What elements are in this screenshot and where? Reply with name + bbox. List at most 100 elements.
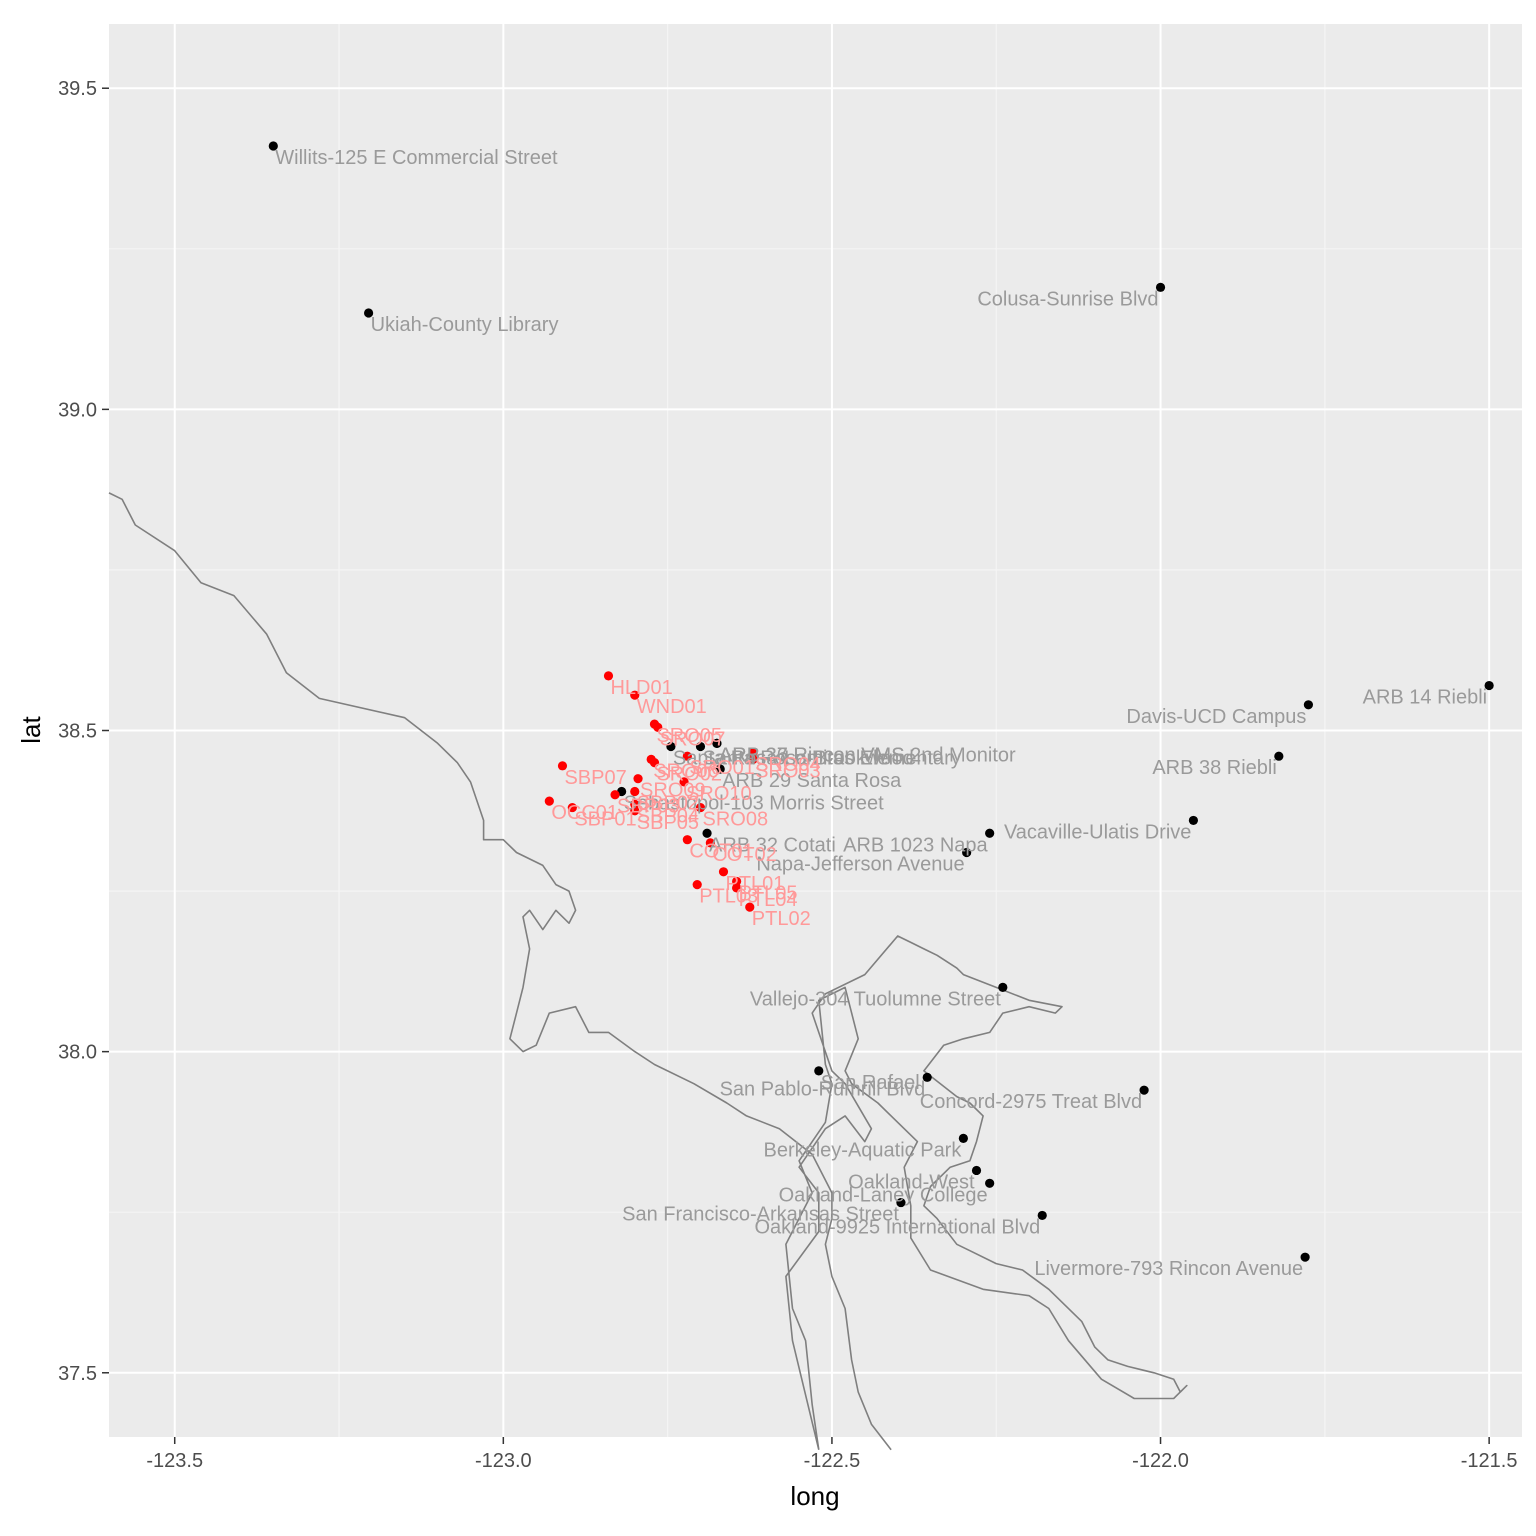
y-axis-ticks: 37.5 38.0 38.5 39.0 39.5	[58, 78, 109, 1385]
sensor-label: SRO04	[755, 754, 821, 776]
monitor-label: Oakland-9925 International Blvd	[754, 1216, 1040, 1238]
bay-shoreline	[785, 935, 1188, 1450]
monitor-label: ARB 1023 Napa	[843, 834, 988, 856]
sensor-label: SRO06	[653, 760, 719, 782]
sensor-point	[567, 802, 577, 813]
sensor-label: PTL01	[725, 873, 784, 895]
monitor-label: ARB 37 Rincon VMS 2nd Monitor	[719, 744, 1016, 766]
sensor-label: SRO02	[656, 764, 722, 786]
monitor-point	[922, 1072, 932, 1082]
monitor-label: San Pablo-Rumrill Blvd	[720, 1078, 926, 1100]
monitor-label: Colusa-Sunrise Blvd	[977, 288, 1158, 310]
monitor-label: Oakland-West	[848, 1171, 975, 1193]
sensor-point	[630, 786, 640, 797]
sensor-label: SRO08	[702, 809, 768, 831]
monitor-point	[1484, 680, 1494, 691]
x-tick-label: -122.5	[804, 1450, 861, 1472]
monitor-point	[1303, 700, 1314, 710]
sensor-label: SBP07	[564, 767, 626, 789]
monitor-label: Sebastopol-103 Morris Street	[624, 793, 885, 815]
sensor-point	[745, 902, 755, 912]
sensor-point	[633, 774, 643, 784]
sensor-label: HLD01	[610, 677, 672, 699]
monitor-point	[715, 764, 725, 774]
monitor-label: Berkeley-Aquatic Park	[763, 1139, 962, 1161]
sensor-point	[679, 777, 689, 787]
monitor-point	[1155, 282, 1166, 292]
sensor-label: SBP02	[637, 793, 699, 815]
monitor-point	[971, 1165, 982, 1176]
monitor-label: Napa-Jefferson Avenue	[756, 854, 964, 876]
x-tick-label: -123.5	[146, 1450, 203, 1472]
sensor-point	[732, 883, 742, 893]
monitor-point	[1037, 1210, 1047, 1221]
y-tick-label: 38.0	[58, 1042, 97, 1064]
monitor-label: San Francisco-Arkansas Street	[622, 1204, 899, 1226]
monitor-point	[962, 847, 972, 858]
monitor-label: ARB 14 Riebli	[1363, 687, 1488, 709]
monitor-point	[695, 741, 706, 752]
monitor-point	[814, 1066, 824, 1076]
sensor-label: SBP01	[574, 809, 636, 831]
sensor-point	[603, 671, 614, 681]
sensor-label: SRO10	[686, 783, 752, 805]
monitor-point	[1188, 815, 1198, 826]
sensor-point	[692, 880, 702, 890]
monitor-label: Vacaville-Ulatis Drive	[1004, 821, 1191, 843]
sensor-label: COT02	[712, 844, 776, 866]
monitor-label: Santa Rosa-Brookwood	[702, 748, 913, 770]
monitor-label: ARB 36 Rincon VMS	[719, 744, 905, 766]
sensor-point	[682, 835, 692, 845]
sensor-point	[705, 838, 715, 848]
monitor-label: Concord-2975 Treat Blvd	[920, 1091, 1142, 1113]
y-tick-label: 39.5	[58, 78, 97, 100]
monitor-label: Davis-UCD Campus	[1126, 706, 1306, 728]
monitor-point	[998, 982, 1008, 993]
sensor-label: SRO05	[656, 725, 722, 747]
sensor-label: SRO07	[660, 728, 726, 750]
sensor-point	[630, 806, 640, 816]
monitor-point	[1274, 751, 1284, 761]
sensor-label: OCC01	[551, 802, 618, 824]
sensor-label: SRO03	[755, 760, 821, 782]
monitor-label: San Rafael	[821, 1072, 920, 1094]
sensor-label: PTL05	[739, 882, 798, 904]
sensor-label: WND01	[637, 696, 707, 718]
monitor-label: Oakland-Laney College	[779, 1184, 988, 1206]
monitor-point	[1139, 1085, 1149, 1095]
sensor-label: PTL03	[699, 886, 758, 908]
monitor-point	[702, 828, 712, 838]
monitor-label: Willits-125 E Commercial Street	[275, 147, 558, 169]
point-labels: Willits-125 E Commercial Street Ukiah-Cou…	[275, 147, 1487, 1280]
monitor-point	[896, 1197, 906, 1208]
x-tick-label: -122.0	[1132, 1450, 1189, 1472]
monitor-label: ARB 29 Santa Rosa	[722, 770, 902, 792]
monitor-point	[268, 141, 278, 151]
sensor-label: SBP04	[637, 805, 699, 827]
y-axis-title: lat	[16, 715, 46, 743]
sensor-point	[682, 751, 692, 761]
monitor-point	[666, 741, 676, 752]
monitor-label: ARB 32 Cotati	[709, 834, 836, 856]
sensor-point	[557, 761, 568, 771]
monitor-point	[712, 738, 722, 748]
y-tick-label: 38.5	[58, 721, 97, 743]
x-axis-title: long	[790, 1481, 839, 1511]
sensor-label: COT01	[689, 841, 753, 863]
sensor-label: SRO09	[640, 780, 706, 802]
monitor-label: Ukiah-County Library	[371, 314, 559, 336]
monitor-point	[1300, 1252, 1310, 1262]
x-tick-label: -121.5	[1461, 1450, 1518, 1472]
monitor-point	[985, 1178, 995, 1188]
x-tick-label: -123.0	[475, 1450, 532, 1472]
monitor-point	[985, 828, 995, 838]
sensor-point	[732, 876, 742, 887]
monitor-label: Livermore-793 Rincon Avenue	[1034, 1258, 1303, 1280]
monitor-label: Vallejo-304 Tuolumne Street	[750, 988, 1001, 1010]
sensor-label: PTL04	[739, 889, 798, 911]
monitor-label: Santa Rosa-Lomitas Elementary	[673, 748, 961, 770]
y-tick-label: 37.5	[58, 1363, 97, 1385]
sensor-point	[630, 799, 640, 809]
sensor-point	[630, 690, 640, 700]
sensor-point	[718, 867, 729, 877]
